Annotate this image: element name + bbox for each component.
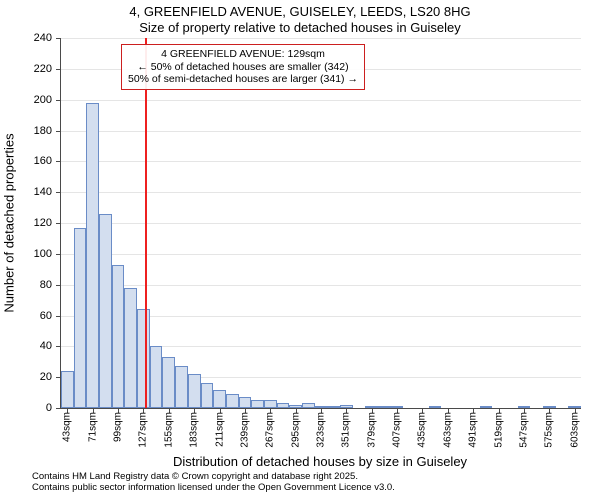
- ytick-mark: [56, 223, 61, 224]
- gridline: [61, 100, 581, 101]
- annotation-line2: ← 50% of detached houses are smaller (34…: [128, 61, 358, 74]
- ytick-label: 220: [0, 63, 52, 75]
- xtick-label: 435sqm: [417, 408, 428, 448]
- xtick-label: 267sqm: [265, 408, 276, 448]
- histogram-bar: [480, 406, 493, 408]
- histogram-bar: [277, 403, 290, 408]
- xtick-label: 99sqm: [113, 408, 124, 442]
- chart-title-line1: 4, GREENFIELD AVENUE, GUISELEY, LEEDS, L…: [0, 4, 600, 19]
- ytick-mark: [56, 346, 61, 347]
- gridline: [61, 131, 581, 132]
- histogram-bar: [137, 309, 150, 408]
- histogram-bar: [74, 228, 87, 408]
- x-axis-label: Distribution of detached houses by size …: [60, 454, 580, 469]
- histogram-bar: [99, 214, 112, 408]
- xtick-label: 351sqm: [341, 408, 352, 448]
- ytick-mark: [56, 408, 61, 409]
- ytick-label: 180: [0, 125, 52, 137]
- chart-title-line2: Size of property relative to detached ho…: [0, 20, 600, 35]
- ytick-label: 0: [0, 402, 52, 414]
- chart-container: 4, GREENFIELD AVENUE, GUISELEY, LEEDS, L…: [0, 0, 600, 500]
- ytick-label: 160: [0, 155, 52, 167]
- xtick-label: 547sqm: [518, 408, 529, 448]
- histogram-bar: [150, 346, 163, 408]
- gridline: [61, 38, 581, 39]
- histogram-bar: [162, 357, 175, 408]
- xtick-label: 463sqm: [442, 408, 453, 448]
- histogram-bar: [429, 406, 442, 408]
- xtick-label: 491sqm: [468, 408, 479, 448]
- histogram-bar: [61, 371, 74, 408]
- histogram-bar: [327, 406, 340, 408]
- ytick-mark: [56, 38, 61, 39]
- histogram-plot: 43sqm71sqm99sqm127sqm155sqm183sqm211sqm2…: [60, 38, 581, 409]
- gridline: [61, 192, 581, 193]
- histogram-bar: [213, 390, 226, 409]
- ytick-mark: [56, 192, 61, 193]
- xtick-label: 127sqm: [138, 408, 149, 448]
- ytick-label: 140: [0, 186, 52, 198]
- xtick-label: 323sqm: [316, 408, 327, 448]
- xtick-label: 183sqm: [189, 408, 200, 448]
- xtick-label: 379sqm: [366, 408, 377, 448]
- gridline: [61, 161, 581, 162]
- ytick-label: 60: [0, 310, 52, 322]
- histogram-bar: [112, 265, 125, 408]
- xtick-label: 71sqm: [87, 408, 98, 442]
- footer-attribution: Contains HM Land Registry data © Crown c…: [32, 472, 592, 494]
- histogram-bar: [188, 374, 201, 408]
- ytick-mark: [56, 69, 61, 70]
- histogram-bar: [201, 383, 214, 408]
- ytick-label: 80: [0, 279, 52, 291]
- annotation-line3: 50% of semi-detached houses are larger (…: [128, 73, 358, 86]
- ytick-mark: [56, 316, 61, 317]
- histogram-bar: [302, 403, 315, 408]
- annotation-line1: 4 GREENFIELD AVENUE: 129sqm: [128, 48, 358, 61]
- ytick-mark: [56, 100, 61, 101]
- xtick-label: 575sqm: [544, 408, 555, 448]
- xtick-label: 603sqm: [569, 408, 580, 448]
- histogram-bar: [86, 103, 99, 408]
- histogram-bar: [378, 406, 391, 408]
- ytick-label: 200: [0, 94, 52, 106]
- histogram-bar: [175, 366, 188, 408]
- ytick-mark: [56, 131, 61, 132]
- histogram-bar: [264, 400, 277, 408]
- xtick-label: 155sqm: [163, 408, 174, 448]
- annotation-box: 4 GREENFIELD AVENUE: 129sqm← 50% of deta…: [121, 44, 365, 90]
- histogram-bar: [251, 400, 264, 408]
- gridline: [61, 223, 581, 224]
- histogram-bar: [239, 397, 252, 408]
- ytick-mark: [56, 285, 61, 286]
- xtick-label: 295sqm: [290, 408, 301, 448]
- marker-line: [145, 38, 147, 408]
- ytick-label: 100: [0, 248, 52, 260]
- xtick-label: 43sqm: [62, 408, 73, 442]
- xtick-label: 519sqm: [493, 408, 504, 448]
- histogram-bar: [124, 288, 137, 408]
- ytick-label: 240: [0, 32, 52, 44]
- footer-line2: Contains public sector information licen…: [32, 483, 592, 494]
- ytick-mark: [56, 161, 61, 162]
- gridline: [61, 254, 581, 255]
- xtick-label: 211sqm: [214, 408, 225, 447]
- ytick-label: 120: [0, 217, 52, 229]
- gridline: [61, 285, 581, 286]
- histogram-bar: [226, 394, 239, 408]
- xtick-label: 407sqm: [392, 408, 403, 448]
- ytick-mark: [56, 254, 61, 255]
- ytick-label: 20: [0, 371, 52, 383]
- xtick-label: 239sqm: [239, 408, 250, 448]
- ytick-label: 40: [0, 340, 52, 352]
